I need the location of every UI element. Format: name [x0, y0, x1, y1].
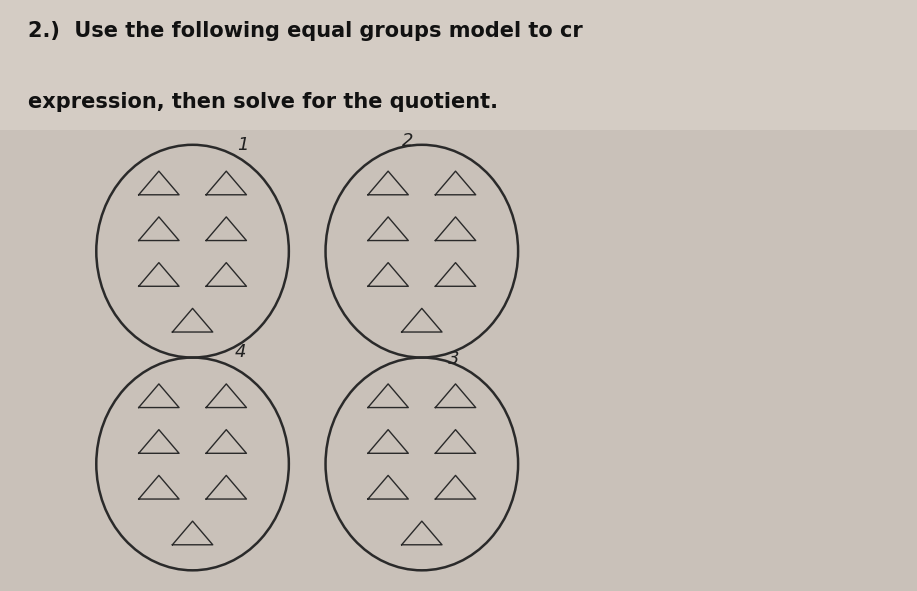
Text: 3: 3: [448, 350, 459, 368]
Text: 2: 2: [403, 132, 414, 150]
Text: 2.)  Use the following equal groups model to cr: 2.) Use the following equal groups model…: [28, 21, 582, 41]
Text: 1: 1: [238, 136, 249, 154]
Text: expression, then solve for the quotient.: expression, then solve for the quotient.: [28, 92, 498, 112]
Text: 4: 4: [235, 343, 246, 361]
FancyBboxPatch shape: [0, 0, 917, 130]
